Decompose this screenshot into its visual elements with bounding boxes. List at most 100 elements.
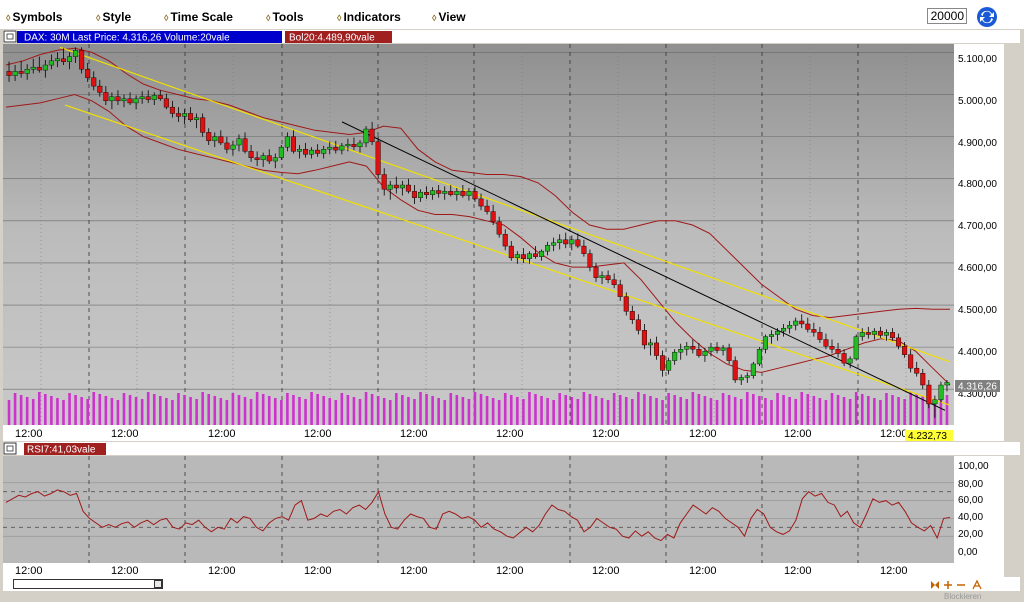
candle-body (321, 149, 327, 154)
candle-body (841, 353, 847, 364)
candle-body (60, 58, 66, 62)
scrollbar-thumb[interactable] (154, 580, 162, 588)
volume-bar (800, 392, 804, 425)
zoom-input[interactable]: 20000 (927, 8, 967, 24)
volume-bar (558, 393, 561, 425)
candle-body (914, 367, 920, 374)
candle-body (363, 128, 369, 144)
rsi-panel-toggle-icon[interactable] (3, 442, 17, 455)
candle-body (24, 69, 30, 74)
candle-body (756, 349, 762, 365)
volume-bar (280, 400, 283, 425)
candle-body (593, 266, 599, 278)
candle-body (811, 329, 817, 333)
volume-bar (159, 396, 162, 425)
panel-toggle-icon[interactable] (3, 30, 17, 43)
price-x-axis: 12:00 12:00 12:00 12:00 12:00 12:00 12:0… (15, 428, 908, 440)
menu-indicators-label: Indicators (343, 10, 401, 24)
volume-bar (322, 396, 325, 425)
menu-time-scale[interactable]: ◊ Time Scale (164, 10, 233, 24)
volume-bar (860, 394, 864, 425)
volume-bar (328, 398, 332, 425)
candle-body (369, 128, 375, 142)
candle-body (617, 284, 623, 297)
rsi-plot-area (3, 456, 954, 563)
y-tick-label: 4.700,00 (958, 221, 997, 232)
volume-bar (836, 395, 840, 425)
diamond-icon: ◊ (266, 13, 271, 23)
candle-body (647, 342, 653, 346)
candle-body (399, 184, 405, 189)
volume-bar (782, 395, 785, 425)
bollinger-label: Bol20:4.489,90vale (289, 33, 375, 44)
rsi-series-line (5, 489, 951, 542)
volume-bar (739, 399, 743, 425)
panel-toggle-glyph (6, 33, 14, 40)
menu-symbols[interactable]: ◊ Symbols (6, 10, 62, 24)
volume-bar (854, 392, 858, 425)
x-tick-label: 12:00 (784, 428, 812, 440)
volume-bar (588, 394, 592, 425)
candle-body (182, 113, 188, 117)
candle-body (200, 117, 206, 133)
rsi-x-axis-bg (3, 563, 1004, 577)
menu-style[interactable]: ◊ Style (96, 10, 131, 24)
candle-body (714, 346, 720, 351)
low-price-tag-bg (905, 430, 953, 441)
volume-bar (661, 400, 664, 425)
candle-body (654, 342, 660, 356)
collapse-icon[interactable] (931, 581, 939, 589)
candle-body (526, 253, 532, 259)
volume-bar (600, 398, 604, 425)
menu-tools-label: Tools (272, 10, 304, 24)
candle-body (54, 58, 60, 62)
candle-body (732, 360, 738, 381)
auto-scale-icon[interactable] (972, 579, 982, 590)
candle-body (793, 320, 799, 326)
refresh-icon[interactable] (976, 6, 998, 28)
volume-bar (449, 393, 453, 425)
candle-body (248, 151, 254, 158)
menu-tools[interactable]: ◊ Tools (266, 10, 304, 24)
horizontal-scrollbar[interactable] (13, 579, 163, 589)
candle-body (224, 142, 230, 150)
volume-bar (304, 399, 307, 425)
candle-body (36, 66, 42, 71)
candle-body (920, 373, 926, 386)
price-y-axis-bg (954, 44, 1004, 425)
candle-body (587, 253, 593, 268)
volume-bar (370, 394, 374, 425)
volume-bar (649, 396, 652, 425)
volume-bar (637, 392, 640, 425)
volume-bar (509, 395, 513, 425)
menu-indicators[interactable]: ◊ Indicators (337, 10, 401, 24)
candle-body (290, 136, 296, 152)
volume-bar (177, 393, 180, 425)
volume-bar (606, 400, 610, 425)
candle-body (339, 145, 345, 151)
menu-style-label: Style (102, 10, 132, 24)
candle-body (684, 346, 690, 350)
volume-bar (939, 393, 943, 425)
candle-body (635, 319, 641, 331)
candle-body (18, 71, 24, 74)
volume-bar (419, 392, 422, 425)
volume-bar (171, 400, 174, 425)
candle-body (890, 332, 896, 339)
x-tick-label: 12:00 (496, 428, 524, 440)
candle-body (817, 332, 823, 340)
x-tick-label: 12:00 (400, 428, 428, 440)
volume-bar (68, 393, 71, 425)
menu-view[interactable]: ◊ View (432, 10, 466, 24)
candle-body (315, 149, 321, 154)
candle-body (85, 69, 91, 78)
candle-body (194, 117, 200, 120)
candle-body (545, 245, 551, 252)
candle-body (218, 136, 224, 144)
x-tick-label: 12:00 (15, 428, 43, 440)
candle-body (896, 337, 902, 347)
zoom-in-icon[interactable] (944, 581, 952, 589)
volume-bar (249, 399, 253, 425)
volume-bar (431, 396, 434, 425)
